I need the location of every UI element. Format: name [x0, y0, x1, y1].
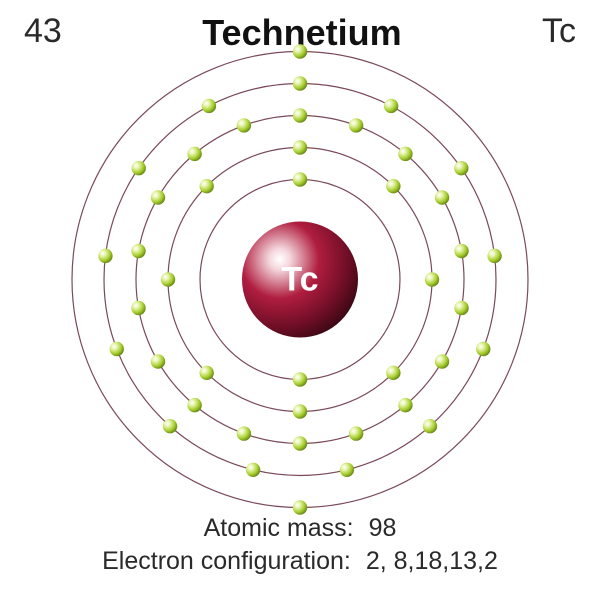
- atomic-number: 43: [24, 12, 62, 51]
- element-symbol: Tc: [542, 12, 576, 51]
- atomic-mass-label: Atomic mass:: [204, 514, 354, 542]
- electron-shell-3: [131, 301, 145, 315]
- electron-shell-3: [293, 436, 307, 450]
- electron-shell-4: [98, 249, 112, 263]
- electron-shell-3: [187, 398, 201, 412]
- electron-shell-4: [202, 99, 216, 113]
- electron-shell-3: [151, 354, 165, 368]
- footer: Atomic mass: 98 Electron configuration: …: [0, 512, 600, 580]
- electron-shell-3: [131, 244, 145, 258]
- electron-shell-3: [398, 398, 412, 412]
- atomic-mass-value: 98: [369, 514, 397, 542]
- nucleus-symbol: Tc: [281, 261, 318, 299]
- bohr-diagram: Tc: [60, 40, 540, 525]
- electron-shell-4: [163, 419, 177, 433]
- electron-shell-2: [293, 140, 307, 154]
- electron-shell-2: [161, 272, 175, 286]
- electron-shell-5: [293, 44, 307, 58]
- electron-shell-3: [398, 147, 412, 161]
- electron-shell-3: [454, 301, 468, 315]
- electron-config-label: Electron configuration:: [102, 547, 351, 575]
- electron-shell-4: [476, 342, 490, 356]
- electron-shell-3: [151, 190, 165, 204]
- electron-shell-3: [454, 244, 468, 258]
- electron-shell-4: [132, 161, 146, 175]
- electron-shell-3: [237, 118, 251, 132]
- electron-shell-2: [386, 366, 400, 380]
- electron-shell-4: [110, 342, 124, 356]
- electron-shell-3: [435, 354, 449, 368]
- electron-shell-2: [199, 179, 213, 193]
- electron-shell-2: [199, 366, 213, 380]
- electron-config-value: 2, 8,18,13,2: [366, 547, 498, 575]
- electron-shell-4: [340, 463, 354, 477]
- electron-shell-2: [293, 404, 307, 418]
- electron-shell-4: [384, 99, 398, 113]
- electron-shell-1: [293, 372, 307, 386]
- electron-shell-3: [349, 118, 363, 132]
- atomic-mass-row: Atomic mass: 98: [204, 512, 397, 546]
- electron-shell-3: [293, 108, 307, 122]
- bohr-svg: Tc: [60, 40, 540, 520]
- electron-config-row: Electron configuration: 2, 8,18,13,2: [102, 545, 498, 579]
- electron-shell-1: [293, 172, 307, 186]
- electron-shell-3: [435, 190, 449, 204]
- electron-shell-4: [454, 161, 468, 175]
- electron-shell-2: [425, 272, 439, 286]
- electron-shell-4: [246, 463, 260, 477]
- electron-shell-4: [423, 419, 437, 433]
- electron-shell-3: [349, 426, 363, 440]
- electron-shell-3: [237, 426, 251, 440]
- electron-shell-3: [187, 147, 201, 161]
- electron-shell-4: [487, 249, 501, 263]
- electron-shell-4: [293, 76, 307, 90]
- electron-shell-2: [386, 179, 400, 193]
